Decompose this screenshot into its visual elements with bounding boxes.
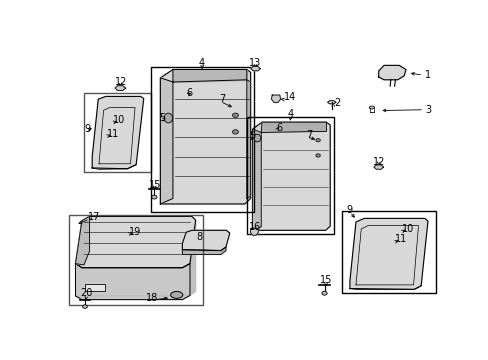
Circle shape: [321, 291, 326, 295]
Polygon shape: [160, 78, 173, 204]
Polygon shape: [92, 96, 143, 169]
Text: 4: 4: [287, 109, 293, 119]
Text: 16: 16: [248, 222, 261, 232]
Circle shape: [315, 154, 320, 157]
Text: 5: 5: [249, 131, 255, 141]
Polygon shape: [252, 129, 261, 230]
Text: 10: 10: [401, 224, 414, 234]
Text: 14: 14: [283, 92, 295, 102]
Text: 7: 7: [219, 94, 225, 104]
Circle shape: [232, 113, 238, 117]
Ellipse shape: [164, 113, 172, 123]
Polygon shape: [373, 165, 383, 169]
Text: 9: 9: [346, 204, 352, 215]
Circle shape: [151, 195, 157, 199]
Text: 19: 19: [128, 227, 141, 237]
Text: 15: 15: [148, 180, 161, 190]
Text: 15: 15: [320, 275, 332, 285]
Circle shape: [232, 130, 238, 134]
Text: 6: 6: [276, 123, 282, 133]
Text: 4: 4: [199, 58, 205, 68]
Text: 3: 3: [424, 105, 430, 115]
Polygon shape: [378, 66, 405, 80]
Bar: [151, 67, 253, 212]
Text: 12: 12: [115, 77, 127, 87]
Ellipse shape: [253, 134, 260, 142]
Bar: [341, 211, 435, 293]
Polygon shape: [250, 229, 258, 235]
Text: 12: 12: [372, 157, 385, 167]
Text: 13: 13: [248, 58, 261, 68]
Text: 11: 11: [394, 234, 406, 244]
Text: 1: 1: [424, 70, 430, 80]
Bar: [68, 215, 203, 305]
Polygon shape: [173, 69, 246, 82]
Text: 20: 20: [81, 288, 93, 298]
Polygon shape: [261, 122, 326, 132]
Polygon shape: [160, 69, 250, 204]
Text: 11: 11: [106, 129, 119, 139]
Polygon shape: [115, 86, 125, 90]
Text: 9: 9: [84, 124, 91, 134]
Polygon shape: [75, 220, 195, 296]
Polygon shape: [84, 284, 104, 291]
Polygon shape: [182, 230, 229, 251]
Polygon shape: [75, 216, 89, 265]
Text: 6: 6: [186, 88, 192, 98]
Polygon shape: [250, 67, 260, 71]
Bar: [84, 93, 151, 172]
Polygon shape: [252, 122, 329, 230]
Polygon shape: [327, 101, 335, 104]
Polygon shape: [182, 247, 225, 255]
Polygon shape: [349, 219, 427, 289]
Text: 8: 8: [196, 232, 203, 242]
Ellipse shape: [368, 106, 374, 109]
Text: 18: 18: [145, 293, 158, 303]
Text: 10: 10: [113, 115, 125, 125]
Bar: [246, 117, 333, 234]
Text: 7: 7: [305, 130, 311, 140]
Text: 2: 2: [333, 98, 340, 108]
Polygon shape: [271, 95, 280, 103]
Text: 17: 17: [88, 212, 101, 222]
Polygon shape: [75, 264, 189, 300]
Polygon shape: [75, 216, 195, 268]
Circle shape: [82, 305, 87, 308]
Ellipse shape: [170, 292, 183, 298]
Polygon shape: [246, 80, 250, 198]
Circle shape: [315, 139, 320, 142]
Text: 5: 5: [159, 113, 165, 123]
